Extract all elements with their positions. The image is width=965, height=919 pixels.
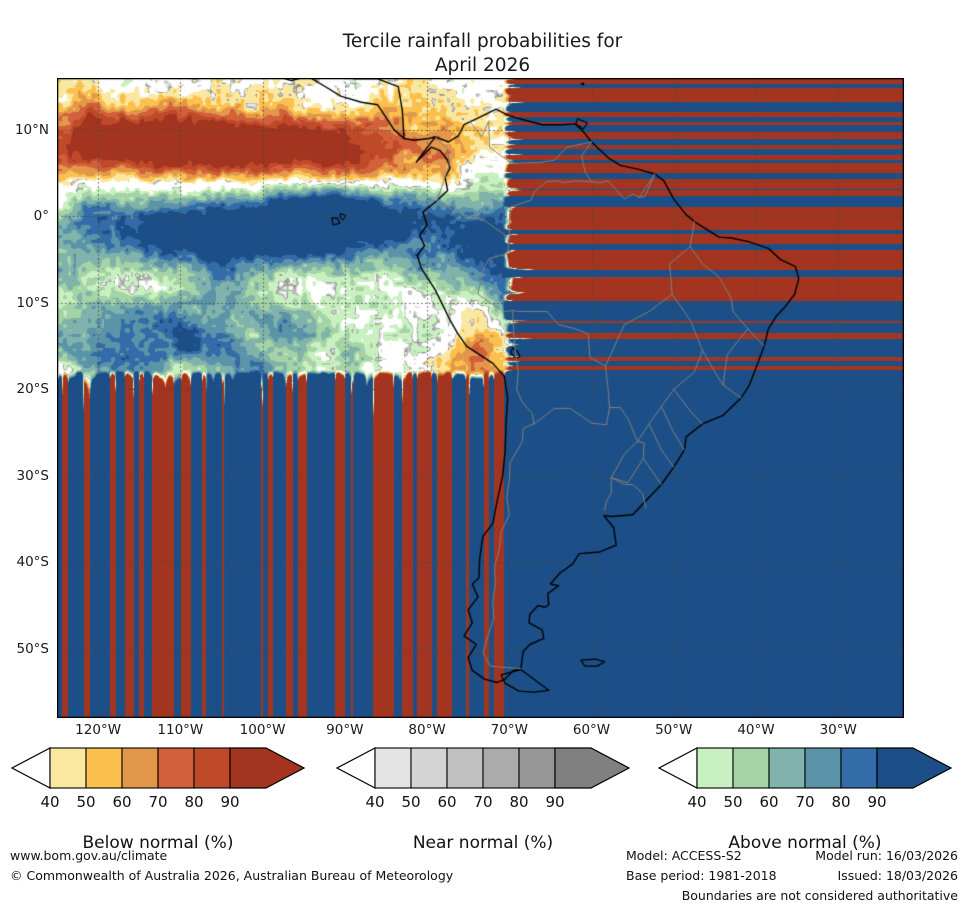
colorbar-tick-label: 60 [437,793,457,811]
longitude-tick-label: 40°W [737,722,775,738]
longitude-tick-label: 120°W [75,722,122,738]
longitude-tick-label: 50°W [655,722,693,738]
colorbar-above-normal-swatches [657,747,953,789]
title-line-2: April 2026 [434,55,531,76]
longitude-tick-label: 110°W [157,722,204,738]
latitude-tick-label: 20°S [16,381,50,398]
colorbar-tick-label: 80 [184,793,204,811]
longitude-tick-label: 30°W [819,722,857,738]
colorbar-tick-label: 40 [40,793,60,811]
colorbar-tick-label: 50 [401,793,421,811]
longitude-tick-label: 100°W [239,722,286,738]
colorbar-tick-label: 40 [365,793,385,811]
colorbar-below-normal-label: Below normal (%) [82,833,234,853]
colorbar-tick-label: 70 [148,793,168,811]
colorbar-near-normal-swatches [335,747,631,789]
colorbar-near-normal[interactable]: 40 50 60 70 80 90 Near normal (%) [333,744,633,853]
boundaries-disclaimer: Boundaries are not considered authoritat… [681,888,958,903]
longitude-tick-label: 90°W [326,722,364,738]
colorbar-tick-label: 80 [509,793,529,811]
page-title: Tercile rainfall probabilities for April… [0,6,965,102]
model-name: Model: ACCESS-S2 [626,848,742,863]
latitude-tick-label: 10°N [14,121,49,138]
title-line-1: Tercile rainfall probabilities for [342,31,623,52]
base-period: Base period: 1981-2018 [626,868,777,883]
copyright-text: © Commonwealth of Australia 2026, Austra… [10,868,454,883]
colorbar-tick-label: 80 [831,793,851,811]
latitude-tick-label: 0° [33,208,49,225]
colorbar-above-normal[interactable]: 40 50 60 70 80 90 Above normal (%) [655,744,955,853]
colorbar-tick-label: 90 [220,793,240,811]
longitude-tick-label: 60°W [572,722,611,738]
rainfall-probability-map[interactable] [57,78,904,718]
issued-date: Issued: 18/03/2026 [837,868,959,883]
colorbar-below-normal-ticks: 40 50 60 70 80 90 [8,793,308,813]
colorbar-tick-label: 50 [76,793,96,811]
model-run-date: Model run: 16/03/2026 [815,848,958,863]
colorbar-tick-label: 50 [723,793,743,811]
latitude-tick-label: 50°S [16,640,50,657]
footer-left: www.bom.gov.au/climate © Commonwealth of… [10,846,453,886]
footer: www.bom.gov.au/climate © Commonwealth of… [0,846,965,919]
footer-right: Model: ACCESS-S2 Model run: 16/03/2026 B… [600,846,958,906]
colorbar-tick-label: 60 [112,793,132,811]
colorbar-tick-label: 70 [795,793,815,811]
colorbar-tick-label: 90 [867,793,887,811]
colorbar-tick-label: 70 [473,793,493,811]
colorbar-below-normal[interactable]: 40 50 60 70 80 90 Below normal (%) [8,744,308,853]
colorbar-below-normal-swatches [10,747,306,789]
latitude-tick-label: 10°S [16,294,50,311]
bom-website-link[interactable]: www.bom.gov.au/climate [10,848,168,863]
colorbar-above-normal-label: Above normal (%) [728,833,882,853]
colorbar-above-normal-ticks: 40 50 60 70 80 90 [655,793,955,813]
colorbar-tick-label: 90 [545,793,565,811]
colorbar-near-normal-label: Near normal (%) [412,833,554,853]
longitude-tick-label: 70°W [490,722,528,738]
latitude-tick-label: 40°S [16,554,50,571]
colorbar-near-normal-ticks: 40 50 60 70 80 90 [333,793,633,813]
colorbar-tick-label: 60 [759,793,779,811]
latitude-tick-label: 30°S [16,467,50,484]
colorbar-tick-label: 40 [687,793,707,811]
longitude-tick-label: 80°W [408,722,446,738]
map-raster [57,78,904,718]
